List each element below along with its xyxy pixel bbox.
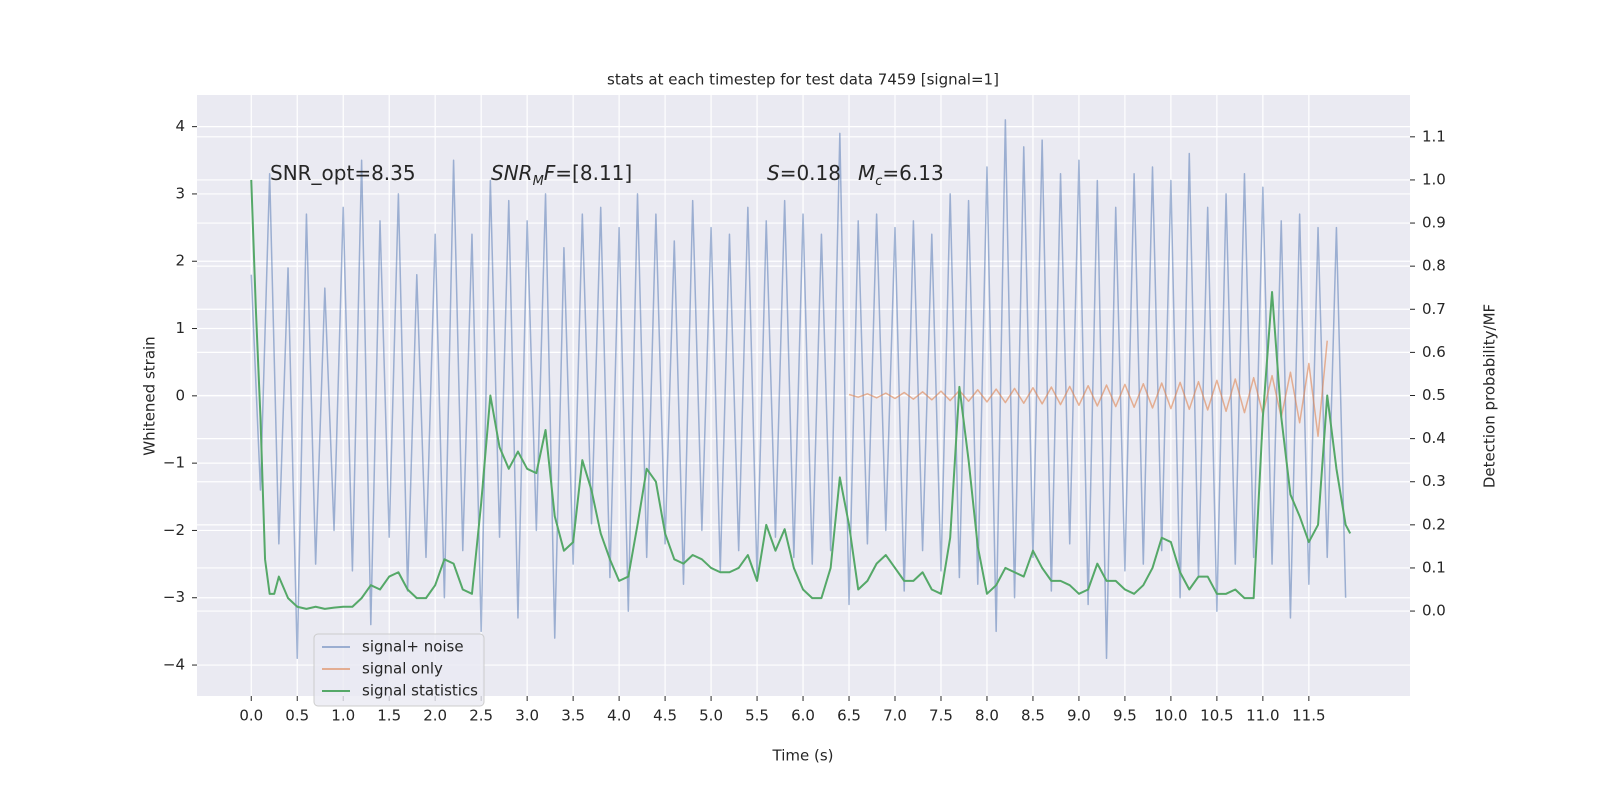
annotation-part: =[8.11]	[555, 161, 632, 185]
annotation-part: SNR	[491, 161, 533, 185]
x-tick-label: 3.0	[515, 707, 539, 725]
chart-title: stats at each timestep for test data 745…	[607, 71, 999, 89]
x-tick-label: 8.0	[975, 707, 999, 725]
x-tick-label: 7.0	[883, 707, 907, 725]
series-line	[848, 340, 1328, 437]
x-tick-label: 6.5	[837, 707, 861, 725]
annotation-part: SNR_opt=8.35	[270, 161, 416, 185]
y2-tick-label: 1.0	[1422, 170, 1446, 188]
y-tick-label: −4	[163, 656, 185, 674]
y2-tick-label: 0.6	[1422, 343, 1446, 361]
x-tick-label: 11.5	[1292, 707, 1325, 725]
legend-label: signal+ noise	[362, 638, 464, 656]
x-tick-label: 5.5	[745, 707, 769, 725]
y-tick-label: 1	[175, 319, 185, 337]
y-tick-label: −2	[163, 521, 185, 539]
x-tick-label: 9.0	[1067, 707, 1091, 725]
x-tick-label: 9.5	[1113, 707, 1137, 725]
legend-label: signal statistics	[362, 682, 478, 700]
y2-tick-label: 0.4	[1422, 429, 1446, 447]
annotation-part: S	[767, 161, 780, 185]
x-tick-label: 5.0	[699, 707, 723, 725]
y2-tick-label: 0.3	[1422, 472, 1446, 490]
x-tick-label: 11.0	[1246, 707, 1279, 725]
x-tick-label: 10.5	[1200, 707, 1233, 725]
annotation: S=0.18	[767, 161, 841, 185]
y2-tick-label: 0.9	[1422, 214, 1446, 232]
y2-tick-label: 0.0	[1422, 602, 1446, 620]
x-tick-label: 4.5	[653, 707, 677, 725]
y-tick-label: 3	[175, 184, 185, 202]
y-tick-label: 4	[175, 117, 185, 135]
x-axis-label: Time (s)	[772, 747, 834, 765]
annotation-part: =0.18	[780, 161, 841, 185]
legend-box	[313, 633, 485, 707]
y2-axis-label: Detection probability/MF	[1481, 304, 1499, 488]
x-tick-label: 2.0	[423, 707, 447, 725]
x-tick-label: 7.5	[929, 707, 953, 725]
y2-tick-label: 1.1	[1422, 127, 1446, 145]
x-tick-label: 0.0	[239, 707, 263, 725]
legend-label: signal only	[362, 660, 443, 678]
y2-tick-label: 0.8	[1422, 257, 1446, 275]
annotation: SNR_opt=8.35	[270, 161, 416, 185]
y-axis-label: Whitened strain	[141, 336, 159, 455]
x-tick-label: 6.0	[791, 707, 815, 725]
y2-tick-label: 0.7	[1422, 300, 1446, 318]
x-tick-label: 8.5	[1021, 707, 1045, 725]
annotation-part: M	[533, 174, 544, 189]
annotation-part: M	[858, 161, 875, 185]
annotation: Mc=6.13	[858, 161, 944, 189]
annotation-part: c	[875, 174, 882, 189]
x-tick-label: 3.5	[561, 707, 585, 725]
x-tick-label: 1.5	[377, 707, 401, 725]
x-tick-label: 4.0	[607, 707, 631, 725]
x-tick-label: 2.5	[469, 707, 493, 725]
y-tick-label: 0	[175, 386, 185, 404]
y2-tick-label: 0.5	[1422, 386, 1446, 404]
annotation-part: =6.13	[882, 161, 943, 185]
series-line	[250, 119, 1347, 660]
y2-tick-label: 0.2	[1422, 515, 1446, 533]
series-line	[250, 179, 1352, 610]
x-tick-label: 0.5	[285, 707, 309, 725]
annotation: SNRMF=[8.11]	[491, 161, 632, 189]
x-tick-label: 1.0	[331, 707, 355, 725]
y-tick-label: 2	[175, 252, 185, 270]
x-tick-label: 10.0	[1154, 707, 1187, 725]
annotation-part: F	[544, 161, 556, 185]
y-tick-label: −1	[163, 454, 185, 472]
y2-tick-label: 0.1	[1422, 558, 1446, 576]
y-tick-label: −3	[163, 588, 185, 606]
